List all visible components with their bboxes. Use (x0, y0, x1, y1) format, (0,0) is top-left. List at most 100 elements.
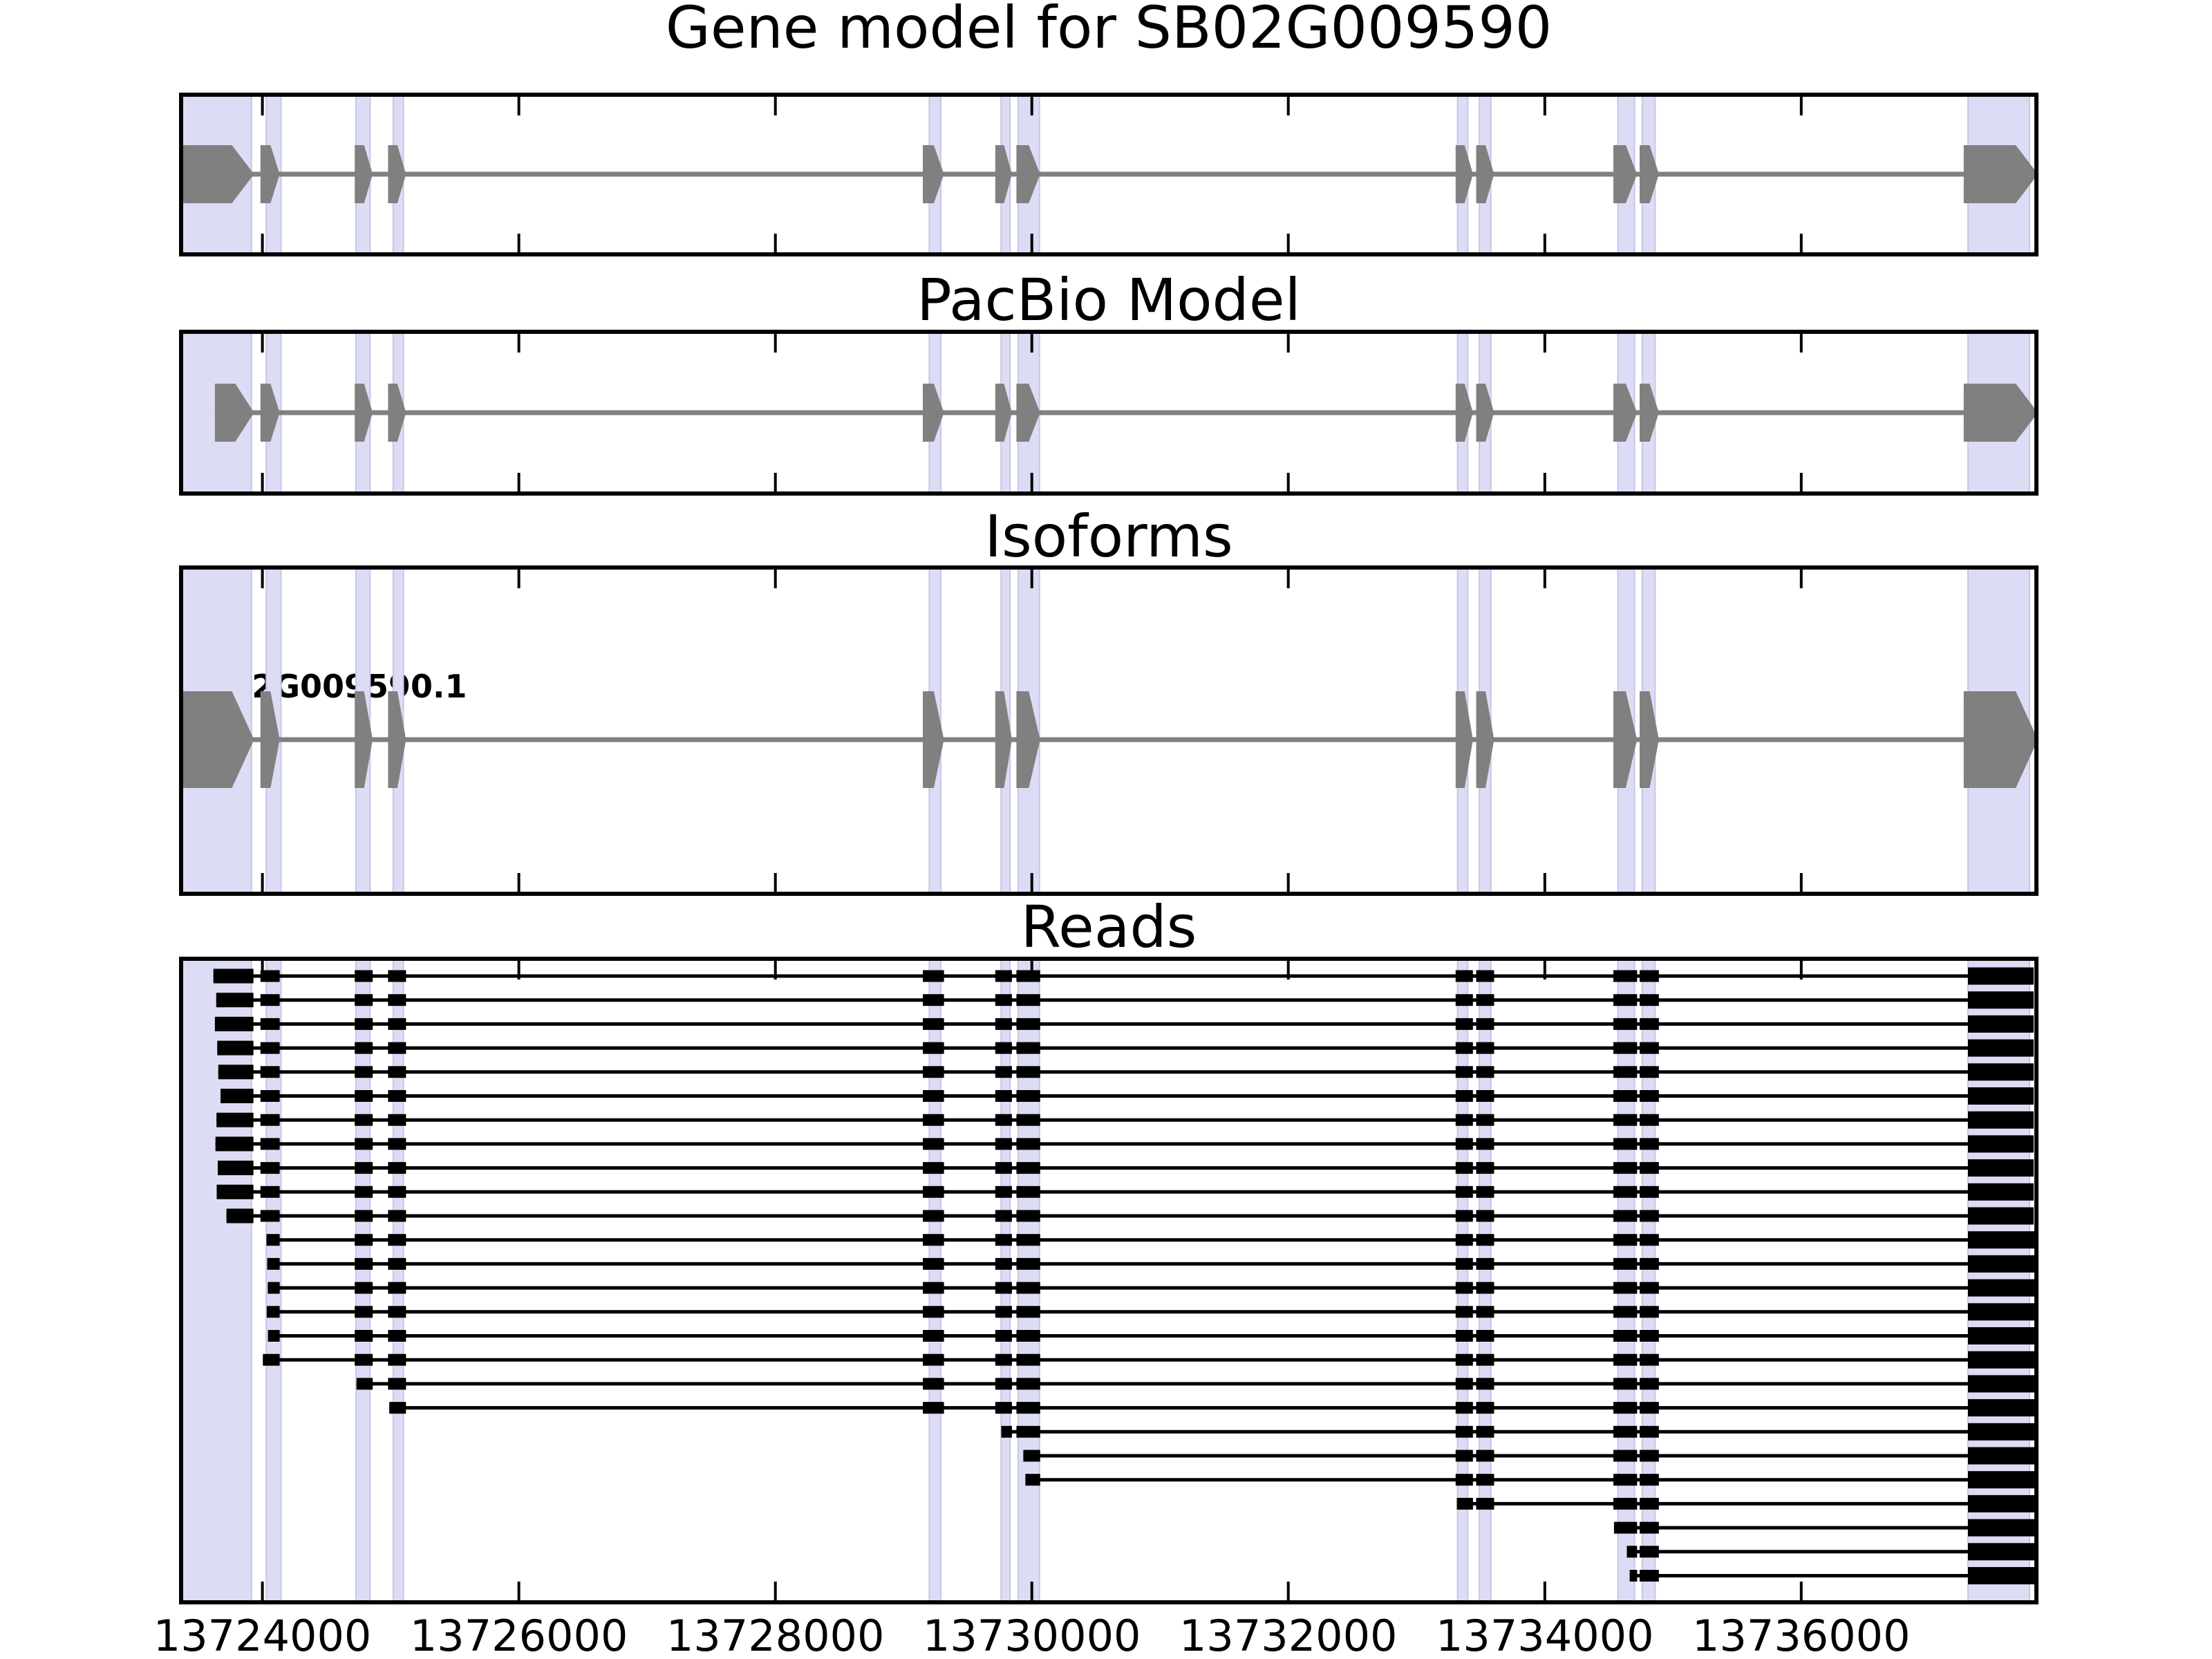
read-exon-block (995, 970, 1012, 982)
read-exon-block (1476, 1066, 1494, 1078)
read-exon-block (260, 1066, 280, 1078)
read-exon-block (355, 1234, 373, 1246)
read-exon-block (1455, 1306, 1473, 1318)
exon-shapes (180, 145, 2038, 203)
read-row (1627, 1543, 2038, 1561)
exon-shape (995, 384, 1012, 442)
read-exon-block (923, 994, 944, 1006)
read-exon-block (355, 1282, 373, 1294)
read-exon-block (388, 970, 406, 982)
read-exon-block (1613, 1066, 1638, 1078)
read-exon-block (995, 1282, 1012, 1294)
read-exon-block (260, 994, 280, 1006)
read-exon-block (1640, 1185, 1659, 1198)
read-exon-block (355, 994, 373, 1006)
read-exon-block (923, 1257, 944, 1270)
read-end-block (1968, 1111, 2034, 1129)
read-exon-block (389, 1402, 406, 1414)
read-exon-block (388, 1378, 406, 1390)
read-exon-block (1476, 1090, 1494, 1102)
read-exon-block (267, 1257, 280, 1270)
read-exon-block (1640, 1521, 1659, 1534)
x-tick-label: 13726000 (409, 1611, 628, 1659)
read-exon-block (1016, 970, 1040, 982)
read-exon-block (1640, 1066, 1659, 1078)
read-end-block (1968, 1351, 2038, 1369)
read-exon-block (1016, 1114, 1040, 1126)
exon-shape (355, 145, 373, 203)
pacbio-model-panel (179, 330, 2038, 496)
read-exon-block (1640, 994, 1659, 1006)
read-exon-block (388, 1210, 406, 1222)
read-exon-block (923, 1114, 944, 1126)
read-end-block (1968, 1015, 2034, 1033)
read-exon-block (1613, 1402, 1638, 1414)
exon-shape (180, 145, 254, 203)
read-row (221, 1087, 2034, 1105)
read-exon-block (923, 1306, 944, 1318)
read-exon-block (1016, 1330, 1040, 1342)
read-row (226, 1207, 2034, 1225)
read-row (218, 1159, 2034, 1177)
read-exon-block (1640, 1353, 1659, 1366)
read-exon-block (218, 1161, 254, 1176)
read-exon-block (1476, 1210, 1494, 1222)
exon-shape (260, 145, 280, 203)
axis-ticks (261, 961, 1803, 1600)
read-end-block (1968, 1279, 2038, 1297)
exon-shape (1455, 384, 1473, 442)
read-exon-block (1455, 1090, 1473, 1102)
read-row (268, 1327, 2038, 1344)
read-exon-block (1023, 1450, 1040, 1462)
read-exon-block (1613, 994, 1638, 1006)
exon-highlight-bands (181, 568, 2030, 894)
read-exon-block (1613, 1497, 1638, 1510)
read-exon-block (388, 994, 406, 1006)
read-exon-block (260, 970, 280, 982)
read-exon-block (923, 1042, 944, 1054)
read-exon-block (1640, 1425, 1659, 1438)
read-exon-block (388, 1330, 406, 1342)
exon-shape (923, 384, 944, 442)
read-exon-block (260, 1185, 280, 1198)
read-exon-block (1476, 1474, 1494, 1486)
read-exon-block (923, 1090, 944, 1102)
read-row (266, 1231, 2038, 1249)
read-row (267, 1255, 2038, 1273)
read-exon-block (1640, 1114, 1659, 1126)
read-exon-block (1613, 1306, 1638, 1318)
read-exon-block (388, 1185, 406, 1198)
read-exon-block (1476, 1450, 1494, 1462)
read-exon-block (388, 1138, 406, 1150)
axis-ticks (261, 97, 1803, 252)
read-exon-block (923, 1185, 944, 1198)
read-exon-block (1476, 1497, 1494, 1510)
read-exon-block (1613, 1234, 1638, 1246)
read-exon-block (923, 1330, 944, 1342)
read-exon-block (1640, 1330, 1659, 1342)
read-exon-block (923, 1353, 944, 1366)
panel-border (179, 330, 2038, 496)
read-end-block (1968, 1447, 2038, 1465)
exon-shape (1613, 384, 1638, 442)
read-exon-block (923, 1210, 944, 1222)
exon-shape (923, 145, 944, 203)
exon-highlight-band (392, 959, 404, 1602)
read-exon-block (1455, 1257, 1473, 1270)
read-end-block (1968, 1399, 2038, 1417)
exon-highlight-band (265, 959, 282, 1602)
read-exon-block (995, 1353, 1012, 1366)
exon-shape (1016, 691, 1040, 788)
read-exon-block (995, 1306, 1012, 1318)
read-exon-block (266, 1306, 280, 1318)
read-exon-block (1640, 1497, 1659, 1510)
read-exon-block (995, 1042, 1012, 1054)
read-exon-block (1016, 1425, 1040, 1438)
exon-shape (995, 691, 1012, 788)
exon-shapes (214, 384, 2038, 442)
read-row (215, 1135, 2034, 1153)
read-exon-block (1640, 1234, 1659, 1246)
read-exon-block (355, 1353, 373, 1366)
read-exon-block (923, 1066, 944, 1078)
x-tick-label: 13736000 (1691, 1611, 1911, 1659)
